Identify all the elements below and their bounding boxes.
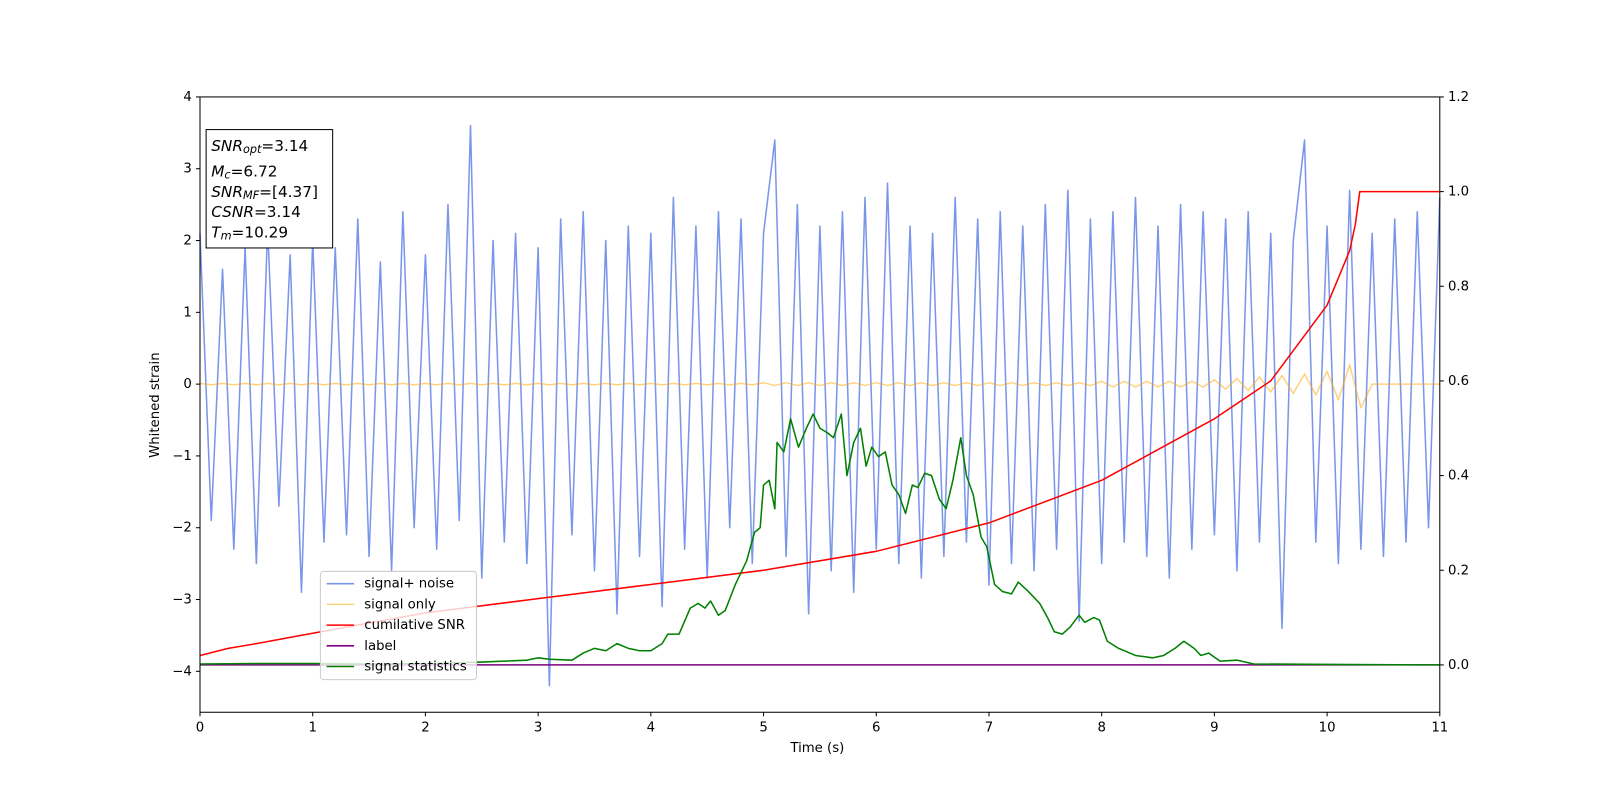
- x-tick-label: 5: [759, 721, 767, 736]
- y-tick-label: −1: [172, 449, 192, 464]
- series-line: [199, 413, 1440, 666]
- x-tick-label: 10: [1319, 721, 1336, 736]
- y-tick-label: 2: [183, 234, 191, 249]
- annotation-text: Mc=6.72: [211, 162, 277, 182]
- legend-label: signal+ noise: [364, 577, 454, 592]
- annotation-value: =10.29: [232, 223, 289, 241]
- legend: signal+ noise signal only cumilative SNR la…: [319, 570, 478, 681]
- annotation-subscript: MF: [243, 189, 260, 202]
- x-tick-label: 9: [1210, 721, 1218, 736]
- annotation-text: SNRMF=[4.37]: [211, 182, 318, 202]
- annotation-text: SNRopt=3.14: [211, 136, 308, 156]
- y2-tick-label: 1.0: [1448, 185, 1469, 200]
- annotation-text: CSNR=3.14: [211, 203, 301, 221]
- y2-tick-label: 0.4: [1448, 469, 1469, 484]
- x-tick-label: 0: [196, 721, 204, 736]
- y-tick-label: 3: [183, 162, 191, 177]
- annotation-subscript: m: [221, 230, 232, 243]
- y2-tick-label: 0.6: [1448, 374, 1469, 389]
- x-tick-label: 3: [534, 721, 542, 736]
- y2-tick-label: 0.2: [1448, 563, 1469, 578]
- annotation-text: Tm=10.29: [211, 223, 288, 243]
- annotation-box: SNRopt=3.14Mc=6.72SNRMF=[4.37]CSNR=3.14T…: [205, 129, 334, 249]
- x-tick-label: 7: [985, 721, 993, 736]
- x-tick-label: 11: [1431, 721, 1448, 736]
- y-tick-label: 0: [183, 377, 191, 392]
- legend-frame: [319, 570, 478, 681]
- y-tick-label: −4: [172, 664, 192, 679]
- x-tick-label: 8: [1097, 721, 1105, 736]
- y2-tick-label: 0.0: [1448, 658, 1469, 673]
- legend-label: cumilative SNR: [364, 618, 465, 633]
- x-tick-label: 4: [647, 721, 655, 736]
- annotation-frame: [205, 129, 334, 249]
- legend-label: signal statistics: [364, 660, 467, 675]
- y-tick-label: −3: [172, 593, 192, 608]
- annotation-value: =6.72: [231, 162, 278, 180]
- series-line: [199, 190, 1440, 657]
- legend-label: signal only: [364, 597, 436, 612]
- x-tick-label: 6: [872, 721, 880, 736]
- annotation-symbol: SNR: [211, 136, 243, 154]
- y-tick-label: 1: [183, 305, 191, 320]
- y-tick-label: 4: [183, 90, 191, 105]
- annotation-subscript: opt: [243, 143, 262, 156]
- annotation-symbol: CSNR: [211, 203, 254, 221]
- annotation-symbol: M: [211, 162, 224, 180]
- annotation-value: =3.14: [254, 203, 301, 221]
- plot-frame: [199, 96, 1441, 713]
- y2-tick-label: 1.2: [1448, 90, 1469, 105]
- x-axis-label: Time (s): [789, 741, 844, 756]
- annotation-symbol: T: [211, 223, 222, 241]
- annotation-value: =3.14: [261, 136, 308, 154]
- annotation-symbol: SNR: [211, 182, 243, 200]
- y-axis-label: Whitened strain: [148, 352, 163, 457]
- annotation-subscript: c: [224, 169, 231, 182]
- x-tick-label: 2: [421, 721, 429, 736]
- y2-tick-label: 0.8: [1448, 279, 1469, 294]
- x-tick-label: 1: [308, 721, 316, 736]
- annotation-value: =[4.37]: [259, 182, 318, 200]
- legend-label: label: [364, 639, 396, 654]
- series-line: [199, 363, 1440, 409]
- series-line: [199, 124, 1441, 687]
- y-tick-label: −2: [172, 521, 192, 536]
